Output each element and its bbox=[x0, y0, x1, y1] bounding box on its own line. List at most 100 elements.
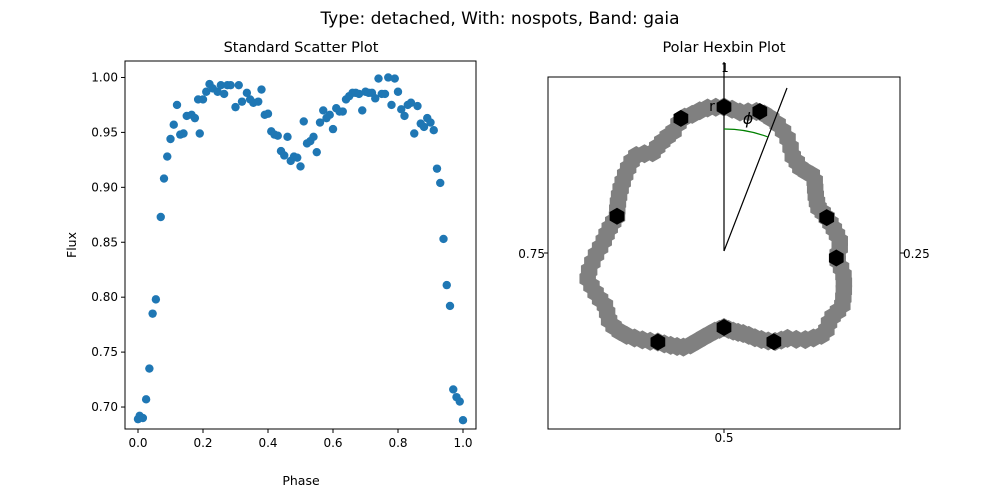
hexbin-cell-dense bbox=[609, 207, 625, 225]
scatter-y-label: Flux bbox=[64, 232, 79, 258]
scatter-point bbox=[296, 162, 305, 171]
hexbin-tick-bottom: 0.5 bbox=[714, 431, 733, 445]
scatter-point bbox=[429, 126, 438, 135]
scatter-point bbox=[400, 111, 409, 121]
phi-annotation: ϕ bbox=[743, 109, 754, 128]
scatter-point bbox=[328, 124, 338, 134]
scatter-point bbox=[263, 109, 273, 118]
scatter-point bbox=[293, 153, 302, 162]
scatter-point bbox=[163, 152, 172, 161]
scatter-point bbox=[455, 397, 464, 406]
scatter-point bbox=[202, 87, 211, 96]
scatter-point bbox=[309, 132, 318, 141]
scatter-point bbox=[242, 88, 252, 98]
scatter-point bbox=[169, 120, 178, 129]
scatter-point bbox=[166, 134, 175, 144]
scatter-point bbox=[216, 80, 226, 90]
scatter-point bbox=[387, 100, 396, 110]
scatter-point bbox=[198, 95, 208, 104]
x-tick-label: 1.0 bbox=[453, 436, 472, 450]
scatter-point bbox=[439, 234, 448, 244]
scatter-point bbox=[148, 309, 157, 318]
scatter-point bbox=[319, 106, 328, 115]
scatter-point bbox=[410, 129, 419, 138]
scatter-point bbox=[257, 85, 266, 94]
scatter-point bbox=[371, 94, 380, 103]
hexbin-tick-right: 0.25 bbox=[903, 247, 930, 261]
hexbin-cells bbox=[579, 97, 853, 357]
hexbin-cell-dense bbox=[650, 333, 666, 351]
scatter-point bbox=[156, 212, 165, 222]
x-tick-label: 0.2 bbox=[193, 436, 212, 450]
scatter-y-axis: 0.70 0.75 0.80 0.85 0.90 0.95 1.00 bbox=[91, 70, 125, 414]
scatter-point bbox=[190, 113, 200, 123]
y-tick-label: 0.75 bbox=[91, 345, 118, 359]
scatter-title: Standard Scatter Plot bbox=[224, 40, 379, 56]
hexbin-tick-left: 0.75 bbox=[518, 247, 545, 261]
scatter-point bbox=[442, 280, 451, 290]
hexbin-tick-top: 1 bbox=[721, 61, 729, 75]
scatter-point bbox=[458, 416, 468, 425]
scatter-point bbox=[138, 413, 148, 423]
x-tick-label: 0.8 bbox=[388, 436, 407, 450]
scatter-point bbox=[449, 385, 458, 394]
scatter-x-axis: 0.0 0.2 0.4 0.6 0.8 1.0 bbox=[128, 429, 473, 450]
scatter-point bbox=[141, 395, 151, 404]
scatter-point bbox=[325, 110, 334, 120]
hexbin-panel: Polar Hexbin Plot 1 0.25 0.5 0.75 r ϕ bbox=[518, 40, 929, 445]
y-tick-label: 1.00 bbox=[91, 70, 118, 84]
r-annotation: r bbox=[709, 99, 715, 115]
scatter-point bbox=[151, 295, 161, 304]
scatter-point bbox=[358, 106, 367, 115]
hexbin-cell-dense bbox=[819, 209, 835, 227]
scatter-point bbox=[219, 89, 229, 99]
x-tick-label: 0.0 bbox=[128, 436, 147, 450]
scatter-point bbox=[436, 178, 445, 188]
scatter-point bbox=[231, 102, 240, 112]
hexbin-cell-dense bbox=[828, 249, 844, 267]
scatter-point bbox=[195, 129, 204, 138]
x-tick-label: 0.4 bbox=[258, 436, 277, 450]
scatter-point bbox=[393, 87, 403, 96]
x-tick-label: 0.6 bbox=[323, 436, 342, 450]
scatter-point bbox=[380, 89, 390, 99]
scatter-point bbox=[159, 174, 169, 183]
scatter-panel: Standard Scatter Plot 0.0 0.2 0.4 0.6 0.8 1.0… bbox=[64, 40, 477, 488]
scatter-point bbox=[445, 301, 455, 311]
hexbin-cell-dense bbox=[752, 103, 768, 121]
scatter-point bbox=[406, 98, 416, 107]
scatter-point bbox=[312, 147, 321, 157]
phi-angle-arc bbox=[723, 128, 769, 138]
figure-suptitle: Type: detached, With: nospots, Band: gai… bbox=[319, 9, 679, 29]
scatter-point bbox=[338, 107, 347, 116]
scatter-point bbox=[426, 118, 435, 127]
hexbin-cell-dense bbox=[766, 333, 782, 351]
scatter-plot-frame bbox=[124, 60, 477, 430]
scatter-points bbox=[133, 73, 468, 425]
scatter-point bbox=[237, 97, 247, 106]
y-tick-label: 0.90 bbox=[91, 180, 118, 194]
scatter-point bbox=[283, 132, 292, 141]
scatter-point bbox=[179, 129, 188, 138]
scatter-point bbox=[234, 80, 243, 90]
scatter-point bbox=[213, 87, 222, 96]
hexbin-title: Polar Hexbin Plot bbox=[662, 40, 785, 56]
angle-ray-line bbox=[723, 87, 788, 252]
scatter-point bbox=[315, 118, 325, 127]
y-tick-label: 0.95 bbox=[91, 125, 118, 139]
scatter-point bbox=[374, 74, 383, 83]
scatter-point bbox=[172, 100, 182, 110]
scatter-point bbox=[413, 101, 422, 111]
y-tick-label: 0.70 bbox=[91, 400, 118, 414]
scatter-x-label: Phase bbox=[282, 473, 320, 488]
scatter-point bbox=[254, 97, 263, 106]
scatter-point bbox=[432, 164, 442, 173]
scatter-point bbox=[419, 122, 429, 132]
scatter-point bbox=[226, 80, 235, 90]
scatter-point bbox=[299, 117, 308, 126]
scatter-point bbox=[273, 131, 282, 140]
scatter-point bbox=[280, 151, 289, 160]
scatter-point bbox=[390, 74, 399, 83]
